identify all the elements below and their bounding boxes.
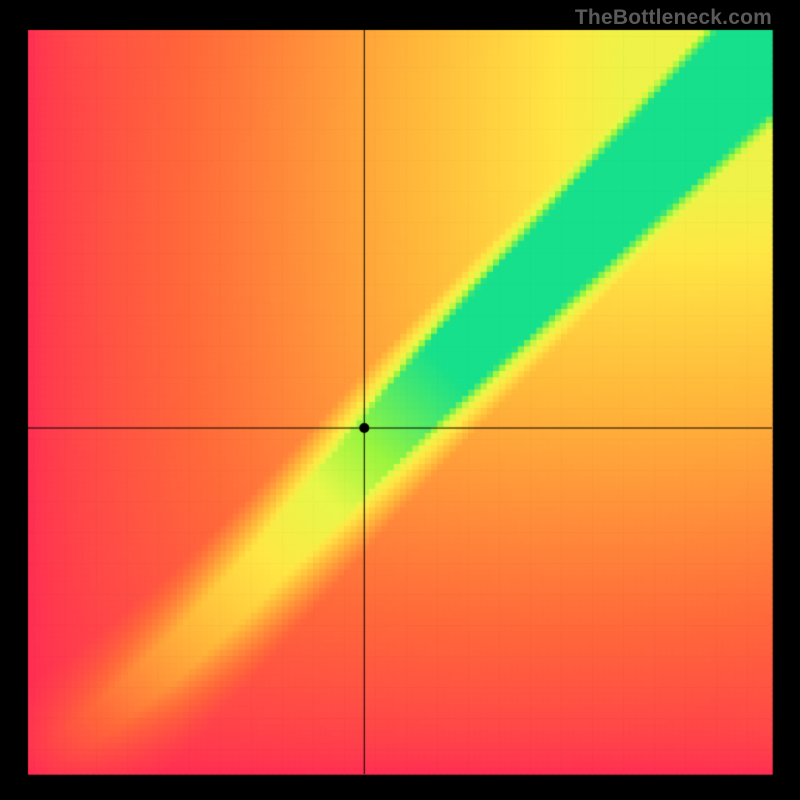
bottleneck-heatmap bbox=[0, 0, 800, 800]
watermark-text: TheBottleneck.com bbox=[575, 6, 772, 30]
chart-container: TheBottleneck.com bbox=[0, 0, 800, 800]
